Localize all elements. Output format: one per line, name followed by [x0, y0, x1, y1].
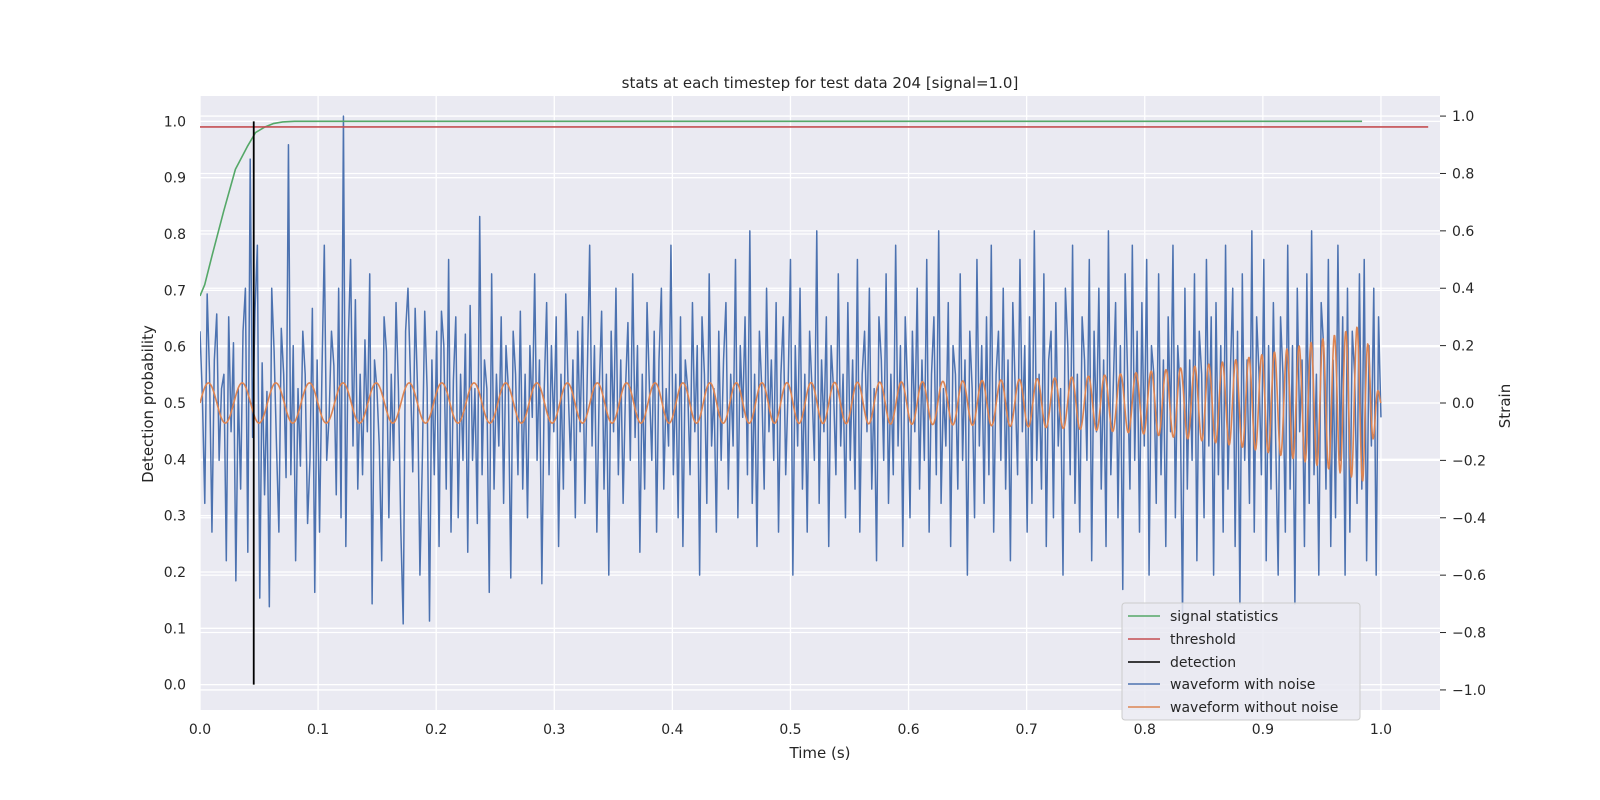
y-tick-label-left: 0.4: [164, 452, 186, 468]
y-tick-label-right: −0.8: [1452, 626, 1486, 642]
x-tick-label: 0.5: [779, 722, 801, 738]
y-tick-label-right: −0.2: [1452, 453, 1486, 469]
y-tick-label-left: 0.1: [164, 621, 186, 637]
x-tick-label: 0.3: [543, 722, 565, 738]
series-waveform-without-noise: [200, 326, 1382, 482]
x-tick-label: 0.1: [307, 722, 329, 738]
legend-box: [1121, 602, 1361, 721]
y-tick-label-right: 0.6: [1452, 224, 1474, 240]
y-tick-label-right: −0.4: [1452, 511, 1486, 527]
y-tick-label-right: 0.2: [1452, 339, 1474, 355]
x-tick-label: 0.0: [189, 722, 211, 738]
chart-title: stats at each timestep for test data 204…: [622, 74, 1019, 92]
y-tick-label-left: 0.7: [164, 283, 186, 299]
y-tick-label-left: 0.6: [164, 340, 186, 356]
x-tick-label: 1.0: [1370, 722, 1392, 738]
series-layer: [200, 115, 1429, 685]
legend-label-signal-statistics: signal statistics: [1170, 609, 1278, 625]
legend-label-threshold: threshold: [1170, 632, 1236, 648]
y-tick-label-left: 0.2: [164, 565, 186, 581]
y-tick-label-right: 0.4: [1452, 281, 1474, 297]
x-tick-label: 0.7: [1016, 722, 1038, 738]
y-axis-right-label: Strain: [1496, 384, 1514, 428]
x-tick-label: 0.8: [1134, 722, 1156, 738]
y-tick-label-right: −0.6: [1452, 568, 1486, 584]
y-axis-left-label: Detection probability: [139, 325, 157, 483]
legend: signal statistics threshold detection wa…: [1121, 602, 1361, 721]
x-tick-label: 0.2: [425, 722, 447, 738]
y-tick-label-left: 0.9: [164, 171, 186, 187]
tick-labels: 0.0 0.1 0.2 0.3 0.4 0.5 0.6 0.7 0.8 0.9 1.0 0.0 0.1 0…: [164, 109, 1486, 738]
y-tick-label-right: −1.0: [1452, 683, 1486, 699]
x-tick-label: 0.4: [661, 722, 683, 738]
x-tick-label: 0.6: [897, 722, 919, 738]
y-tick-label-right: 1.0: [1452, 109, 1474, 125]
y-tick-label-right: 0.0: [1452, 396, 1474, 412]
legend-label-waveform-without-noise: waveform without noise: [1170, 700, 1338, 716]
legend-label-detection: detection: [1170, 655, 1236, 671]
legend-label-waveform-with-noise: waveform with noise: [1170, 677, 1315, 693]
series-signal-statistics: [200, 120, 1363, 297]
y-tick-label-left: 1.0: [164, 114, 186, 130]
x-axis-label: Time (s): [789, 744, 851, 762]
y-tick-label-left: 0.8: [164, 227, 186, 243]
y-tick-label-left: 0.5: [164, 396, 186, 412]
y-tick-label-right: 0.8: [1452, 166, 1474, 182]
y-tick-label-left: 0.3: [164, 509, 186, 525]
y-tick-label-left: 0.0: [164, 678, 186, 694]
x-tick-label: 0.9: [1252, 722, 1274, 738]
